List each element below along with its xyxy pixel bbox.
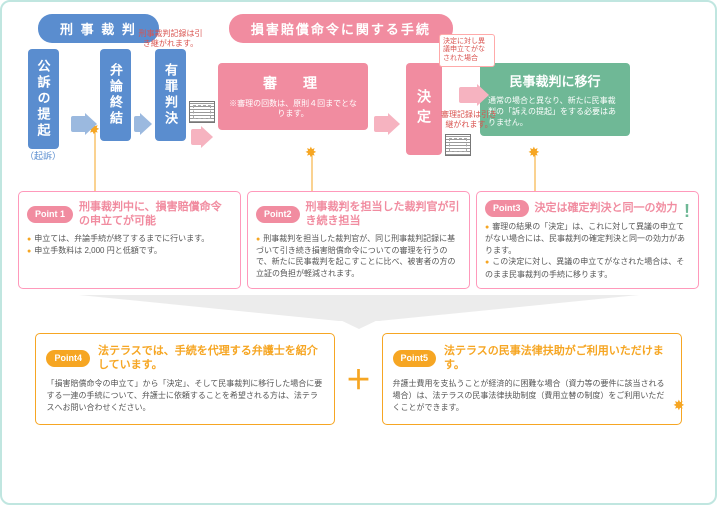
- bottom-body: 弁護士費用を支払うことが経済的に困難な場合（資力等の要件に該当される場合）は、法…: [393, 378, 671, 414]
- point-badge: Point4: [46, 350, 90, 368]
- arrow-icon: [459, 84, 489, 106]
- diagram-canvas: 刑 事 裁 判 損害賠償命令に関する手続 ✸ ✸ ✸ ✸ 公訴の提起 （起訴） …: [0, 0, 717, 505]
- docicon-col: [189, 101, 215, 148]
- bottom-card-4: Point4 法テラスでは、手続を代理する弁護士を紹介しています。 「損害賠償命…: [35, 333, 335, 425]
- stage-yuzai: 刑事裁判記録は引き継がれます。 有罪判決: [155, 49, 186, 141]
- point-title: 刑事裁判中に、損害賠償命令の申立てが可能: [79, 200, 232, 229]
- point-title: 法テラスの民事法律扶助がご利用いただけます。: [444, 344, 670, 373]
- shinri-sub: ※審理の回数は、原則４回までとなります。: [226, 99, 360, 120]
- box-yuzai: 有罪判決: [155, 49, 186, 141]
- arrow-icon: [71, 113, 97, 135]
- point-title: 法テラスでは、手続を代理する弁護士を紹介しています。: [98, 344, 324, 373]
- label-kiso: （起訴）: [25, 149, 61, 162]
- bullet: この決定に対し、異議の申立てがなされた場合は、そのまま民事裁判の手続に移ります。: [485, 256, 690, 280]
- box-kouso: 公訴の提起: [28, 49, 59, 149]
- plus-icon: ＋: [345, 360, 371, 397]
- exclaim-icon: !: [684, 198, 690, 224]
- funnel-arrow: [18, 295, 699, 329]
- note-records: 刑事裁判記録は引き継がれます。: [137, 29, 205, 48]
- point-title: 刑事裁判を担当した裁判官が引き続き担当: [306, 200, 461, 229]
- box-kettei: 決定: [406, 63, 442, 155]
- point-card-3: ! Point3 決定は確定判決と同一の効力 審理の結果の「決定」は、これに対し…: [476, 191, 699, 289]
- minji-sub: 通常の場合と異なり、新たに民事裁判の「訴えの提起」をする必要はありません。: [488, 96, 622, 128]
- bottom-card-5: Point5 法テラスの民事法律扶助がご利用いただけます。 弁護士費用を支払うこ…: [382, 333, 682, 425]
- flow-row: 公訴の提起 （起訴） 弁論終結 刑事裁判記録は引き継がれます。 有罪判決 審 理…: [18, 49, 699, 199]
- bullet: 審理の結果の「決定」は、これに対して異議の申立てがない場合には、民事裁判の確定判…: [485, 221, 690, 256]
- bottom-row: Point4 法テラスでは、手続を代理する弁護士を紹介しています。 「損害賠償命…: [18, 333, 699, 425]
- points-row: Point 1 刑事裁判中に、損害賠償命令の申立てが可能 申立ては、弁論手続が終…: [18, 191, 699, 289]
- arrow-icon: [191, 126, 213, 148]
- star-icon: ✸: [673, 397, 685, 414]
- point-badge: Point 1: [27, 206, 73, 223]
- point-badge: Point3: [485, 200, 529, 217]
- box-shinri: 審 理 ※審理の回数は、原則４回までとなります。: [218, 63, 368, 130]
- box-minji: 民事裁判に移行 通常の場合と異なり、新たに民事裁判の「訴えの提起」をする必要はあ…: [480, 63, 630, 136]
- note-shinri-records: 審理記録は引き継がれます。: [439, 110, 499, 129]
- bottom-body: 「損害賠償命令の申立て」から「決定」、そして民事裁判に移行した場合に要する一連の…: [46, 378, 324, 414]
- bullet: 申立手数料は 2,000 円と低額です。: [27, 245, 232, 257]
- point-bullets: 刑事裁判を担当した裁判官が、同じ刑事裁判記録に基づいて引き続き損害賠償命令につい…: [256, 233, 461, 280]
- point-badge: Point2: [256, 206, 300, 223]
- stage-kouso: 公訴の提起 （起訴）: [18, 49, 68, 162]
- document-icon: [189, 101, 215, 123]
- point-card-2: Point2 刑事裁判を担当した裁判官が引き続き担当 刑事裁判を担当した裁判官が…: [247, 191, 470, 289]
- shinri-title: 審 理: [226, 73, 360, 93]
- docicon-col-2: 決定に対し異議申立てがなされた場合 審理記録は引き継がれます。: [445, 92, 471, 156]
- minji-title: 民事裁判に移行: [488, 71, 622, 90]
- point-card-1: Point 1 刑事裁判中に、損害賠償命令の申立てが可能 申立ては、弁論手続が終…: [18, 191, 241, 289]
- point-title: 決定は確定判決と同一の効力: [535, 201, 678, 215]
- callout-igimoshi: 決定に対し異議申立てがなされた場合: [439, 34, 495, 67]
- bullet: 刑事裁判を担当した裁判官が、同じ刑事裁判記録に基づいて引き続き損害賠償命令につい…: [256, 233, 461, 280]
- point-bullets: 審理の結果の「決定」は、これに対して異議の申立てがない場合には、民事裁判の確定判…: [485, 221, 690, 280]
- point-badge: Point5: [393, 350, 437, 368]
- arrow-icon: [134, 113, 152, 135]
- document-icon: [445, 134, 471, 156]
- arrow-icon: [374, 113, 400, 135]
- point-bullets: 申立ては、弁論手続が終了するまでに行います。 申立手数料は 2,000 円と低額…: [27, 233, 232, 257]
- bullet: 申立ては、弁論手続が終了するまでに行います。: [27, 233, 232, 245]
- box-benron: 弁論終結: [100, 49, 131, 141]
